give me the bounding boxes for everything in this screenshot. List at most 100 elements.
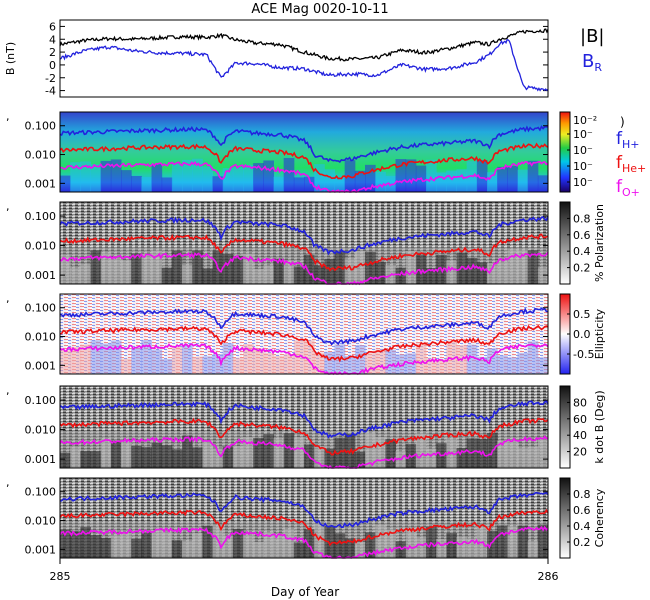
heatmap-block bbox=[273, 258, 285, 284]
heatmap-block bbox=[415, 537, 427, 558]
heatmap-block bbox=[212, 354, 224, 374]
heatmap-block bbox=[426, 268, 437, 284]
heatmap-block bbox=[131, 538, 142, 558]
heatmap-block bbox=[131, 445, 142, 468]
legend-freq-oplus: fO+ bbox=[616, 177, 640, 199]
heatmap-block bbox=[60, 255, 71, 284]
heatmap-block bbox=[537, 267, 549, 284]
heatmap-block bbox=[151, 164, 163, 192]
gyrofrequency-line-heplus bbox=[59, 324, 549, 363]
heatmap-block bbox=[334, 533, 346, 558]
legend-mag-b-total: |B| bbox=[580, 26, 604, 47]
y-tick-label: 0.100 bbox=[25, 486, 57, 499]
ellipticity-colorbar-label: Ellipticity bbox=[593, 308, 606, 359]
heatmap-block bbox=[151, 250, 163, 284]
colorbar-tick-label: 0.6 bbox=[573, 229, 591, 242]
heatmap-block bbox=[171, 250, 183, 284]
heatmap-block bbox=[100, 438, 112, 468]
heatmap-block bbox=[232, 445, 244, 468]
heatmap-block bbox=[161, 267, 173, 284]
wave-normal-angle-colorbar-label: k dot B (Deg) bbox=[593, 390, 606, 463]
heatmap-block bbox=[365, 251, 376, 284]
heatmap-block bbox=[314, 523, 325, 558]
y-tick-label: 0.010 bbox=[25, 424, 57, 437]
heatmap-block bbox=[151, 442, 163, 468]
heatmap-block bbox=[476, 262, 488, 284]
heatmap-block bbox=[202, 356, 213, 374]
heatmap-block bbox=[222, 343, 234, 374]
colorbar-tick-label: 10⁻ bbox=[573, 144, 593, 157]
gyrofrequency-line-heplus bbox=[59, 142, 549, 180]
heatmap-block bbox=[324, 258, 335, 284]
heatmap-block bbox=[243, 164, 254, 192]
colorbar-tick-label: 40 bbox=[573, 429, 587, 442]
heatmap-block bbox=[354, 541, 366, 558]
gyrofrequency-line-heplus bbox=[59, 233, 549, 272]
y-axis-label-fragment: , bbox=[6, 200, 10, 213]
y-tick-label: 0.010 bbox=[25, 515, 57, 528]
heatmap-block bbox=[476, 160, 488, 192]
heatmap-block bbox=[70, 162, 81, 192]
colorbar-unit-fragment: ) bbox=[620, 115, 625, 129]
heatmap-block bbox=[293, 177, 305, 192]
heatmap-block bbox=[253, 348, 264, 374]
heatmap-block bbox=[446, 533, 457, 558]
heatmap-block bbox=[314, 265, 325, 284]
heatmap-block bbox=[161, 445, 173, 468]
colorbar-tick-label: 0.4 bbox=[573, 520, 591, 533]
series-line-b-r bbox=[59, 38, 549, 92]
heatmap-block bbox=[405, 530, 417, 558]
heatmap-block bbox=[80, 161, 91, 192]
heatmap-block bbox=[90, 451, 102, 468]
colorbar-tick-label: 60 bbox=[573, 413, 587, 426]
gyrofrequency-line-oplus bbox=[59, 160, 549, 194]
y-tick-label: 2 bbox=[49, 46, 56, 59]
heatmap-block bbox=[324, 351, 335, 374]
heatmap-block bbox=[131, 253, 142, 284]
heatmap-block bbox=[182, 435, 193, 468]
colorbar-tick-label: 0.5 bbox=[573, 308, 591, 321]
heatmap-block bbox=[171, 163, 183, 192]
y-axis-label-fragment: , bbox=[6, 110, 10, 123]
heatmap-block bbox=[243, 343, 254, 374]
heatmap-block bbox=[232, 357, 244, 374]
heatmap-block bbox=[375, 524, 386, 558]
heatmap-block bbox=[100, 160, 112, 192]
heatmap-block bbox=[171, 449, 183, 468]
heatmap-block bbox=[232, 528, 244, 558]
heatmap-block bbox=[100, 343, 112, 374]
y-tick-label: 0.100 bbox=[25, 302, 57, 315]
heatmap-block bbox=[121, 532, 132, 558]
series-line-b-total bbox=[59, 28, 549, 62]
heatmap-block bbox=[70, 531, 81, 558]
heatmap-block bbox=[243, 534, 254, 558]
heatmap-block bbox=[60, 350, 71, 374]
x-axis-label: Day of Year bbox=[271, 585, 339, 599]
heatmap-block bbox=[253, 438, 264, 468]
colorbar-tick-label: 80 bbox=[573, 396, 587, 409]
heatmap-block bbox=[304, 340, 315, 374]
heatmap-block bbox=[70, 267, 81, 284]
heatmap-block bbox=[354, 345, 366, 374]
heatmap-block bbox=[507, 165, 518, 192]
heatmap-block bbox=[110, 340, 122, 374]
heatmap-block bbox=[527, 541, 539, 558]
heatmap-block bbox=[141, 447, 152, 468]
heatmap-block bbox=[517, 249, 529, 284]
heatmap-block bbox=[466, 257, 478, 284]
heatmap-block bbox=[436, 172, 447, 192]
y-tick-label: 0.001 bbox=[25, 177, 57, 190]
colorbar-tick-label: 0.8 bbox=[573, 212, 591, 225]
heatmap-block bbox=[426, 358, 437, 374]
heatmap-block bbox=[497, 355, 508, 374]
heatmap-block bbox=[365, 353, 376, 374]
power-spectrum-frame bbox=[59, 111, 549, 193]
heatmap-block bbox=[507, 440, 518, 468]
gyrofrequency-line-hplus bbox=[59, 400, 549, 439]
y-tick-label: 4 bbox=[49, 33, 56, 46]
heatmap-block bbox=[222, 535, 234, 558]
